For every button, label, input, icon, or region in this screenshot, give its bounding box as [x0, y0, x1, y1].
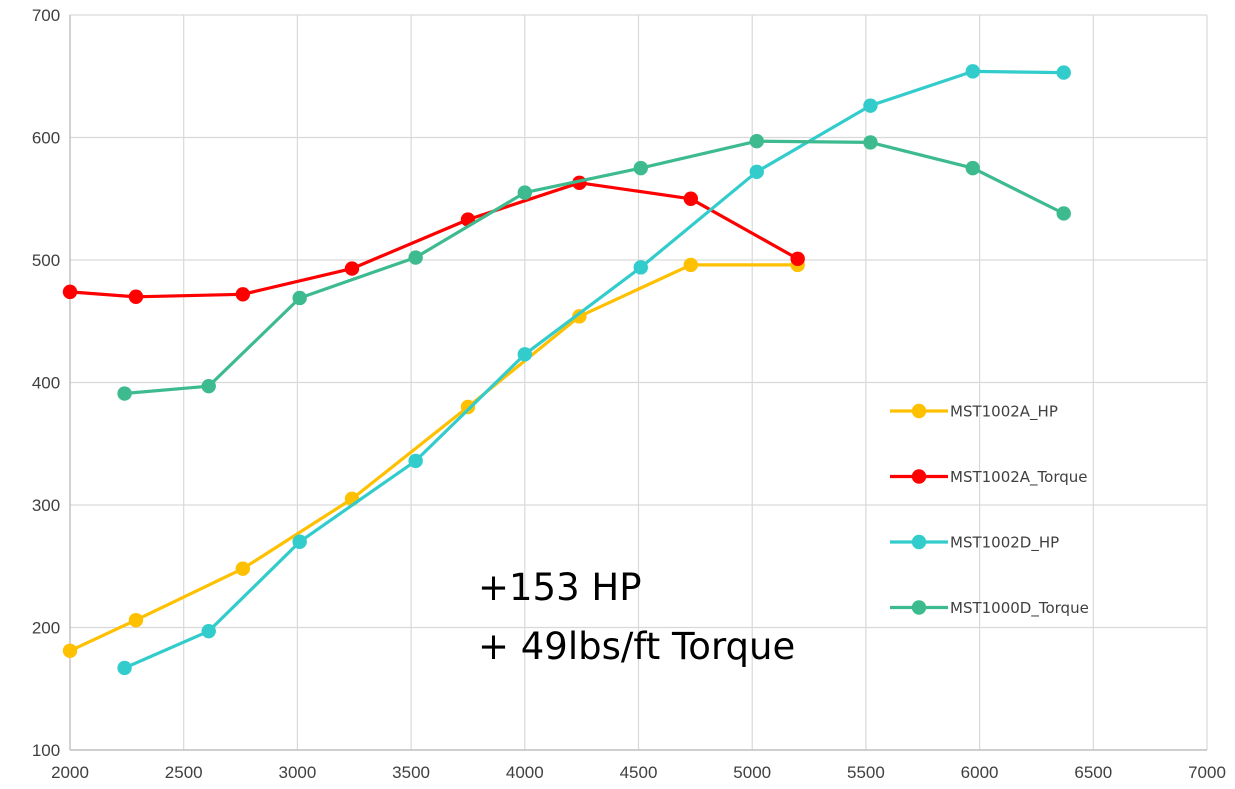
legend: MST1002A_HP MST1002A_Torque MST1002D_HP MST…	[890, 403, 1089, 618]
data-point	[408, 250, 423, 265]
x-tick-label: 2000	[51, 763, 89, 782]
x-tick-label: 5000	[733, 763, 771, 782]
data-point	[62, 284, 78, 300]
annotation-torque-gain: + 49lbs/ft Torque	[478, 625, 795, 668]
series-line	[124, 139, 1065, 396]
legend-item-mst1002a-hp: MST1002A_HP	[890, 403, 1058, 422]
y-tick-label: 100	[32, 741, 60, 760]
x-tick-label: 2500	[165, 763, 203, 782]
series-lines	[62, 64, 1071, 676]
data-point	[863, 135, 878, 150]
legend-item-mst1000d-torque: MST1000D_Torque	[890, 599, 1089, 618]
axes: 2000 2500 3000 3500 4000 4500 5000 5500 6000 6500…	[32, 6, 1226, 782]
legend-swatch-marker	[911, 469, 927, 484]
data-point	[863, 98, 878, 113]
annotation-text: +153 HP + 49lbs/ft Torque	[478, 566, 795, 668]
series-line	[123, 69, 1064, 670]
y-tick-label: 400	[32, 374, 60, 393]
legend-label: MST1002A_Torque	[950, 468, 1088, 487]
data-point	[965, 64, 980, 79]
data-point	[965, 160, 980, 176]
data-point	[572, 309, 587, 324]
data-point	[633, 260, 648, 275]
y-tick-label: 200	[32, 619, 60, 638]
x-tick-label: 4500	[620, 763, 658, 782]
data-point	[201, 378, 216, 394]
legend-swatch-marker	[911, 600, 927, 615]
annotation-hp-gain: +153 HP	[478, 566, 642, 609]
data-point	[683, 191, 699, 206]
legend-label: MST1002D_HP	[950, 534, 1059, 553]
data-point	[749, 164, 764, 179]
series-mst1002a-torque	[62, 175, 805, 304]
data-point	[683, 257, 699, 273]
x-tick-label: 6500	[1074, 763, 1112, 782]
data-point	[117, 386, 132, 401]
y-tick-label: 600	[32, 129, 60, 148]
data-point	[633, 160, 648, 176]
series-mst1002d-hp	[117, 64, 1071, 676]
x-tick-label: 3000	[278, 763, 316, 782]
legend-item-mst1002a-torque: MST1002A_Torque	[890, 468, 1088, 487]
y-tick-label: 500	[32, 251, 60, 270]
data-point	[517, 185, 532, 200]
data-point	[117, 660, 132, 676]
x-tick-label: 5500	[847, 763, 885, 782]
series-mst1000d-torque	[117, 133, 1071, 401]
y-tick-label: 700	[32, 6, 60, 25]
data-point	[1056, 206, 1071, 221]
series-line	[69, 181, 799, 299]
x-tick-label: 4000	[506, 763, 544, 782]
data-point	[344, 261, 360, 276]
x-tick-label: 6000	[961, 763, 999, 782]
data-point	[408, 453, 423, 469]
data-point	[292, 534, 307, 549]
data-point	[790, 251, 805, 266]
y-tick-label: 300	[32, 496, 60, 515]
data-point	[292, 290, 307, 306]
data-point	[1056, 65, 1071, 80]
data-point	[62, 643, 78, 658]
x-tick-label: 3500	[392, 763, 430, 782]
legend-swatch-marker	[911, 534, 927, 550]
data-point	[128, 289, 144, 304]
data-point	[749, 133, 764, 149]
data-point	[517, 347, 532, 362]
x-tick-label: 7000	[1188, 763, 1226, 782]
legend-swatch-marker	[911, 403, 927, 419]
data-point	[235, 287, 251, 302]
data-point	[235, 561, 251, 576]
legend-item-mst1002d-hp: MST1002D_HP	[890, 534, 1059, 553]
data-point	[128, 612, 144, 628]
legend-label: MST1002A_HP	[950, 403, 1058, 422]
data-point	[460, 399, 476, 415]
data-point	[201, 623, 216, 639]
legend-label: MST1000D_Torque	[950, 599, 1089, 618]
series-mst1002a-hp	[62, 257, 805, 658]
series-line	[69, 263, 798, 653]
